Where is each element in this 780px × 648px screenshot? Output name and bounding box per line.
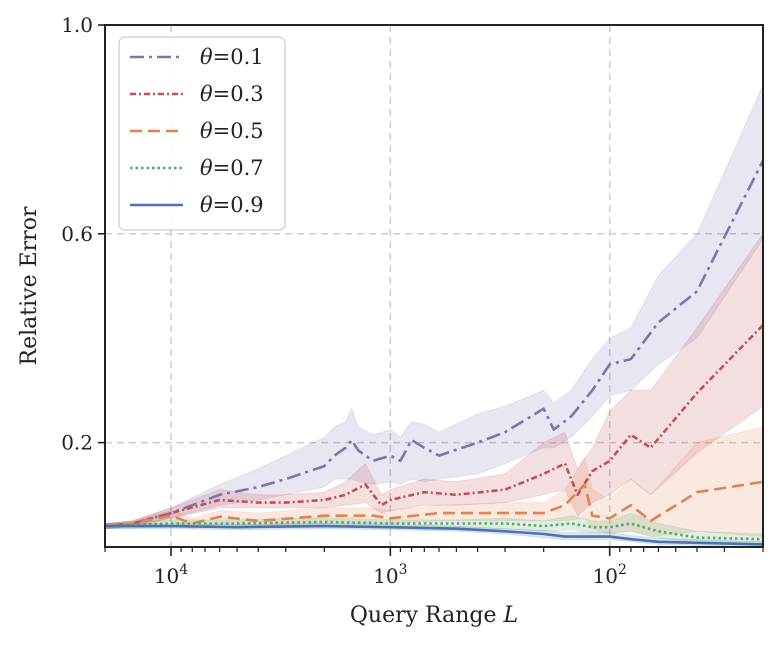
legend-label: θ=0.1 bbox=[200, 45, 264, 69]
x-axis-title-text: Query Range bbox=[350, 603, 504, 628]
series-lines bbox=[104, 160, 765, 546]
legend-theta: θ bbox=[200, 193, 213, 217]
line-series-1 bbox=[104, 324, 764, 528]
x-tick-base: 10 bbox=[593, 564, 618, 588]
plot-frame bbox=[104, 24, 764, 548]
legend-label: θ=0.9 bbox=[200, 193, 264, 217]
x-tick-exp: 2 bbox=[618, 562, 627, 578]
legend-value: =0.1 bbox=[213, 45, 264, 69]
y-tick-label: 0.2 bbox=[61, 431, 93, 455]
x-axis-title-var: L bbox=[503, 603, 519, 628]
legend-theta: θ bbox=[200, 45, 213, 69]
x-tick-base: 10 bbox=[373, 564, 398, 588]
y-axis-title: Relative Error bbox=[17, 206, 42, 365]
y-tick-label: 0.6 bbox=[61, 222, 93, 246]
legend-value: =0.3 bbox=[213, 82, 264, 106]
legend-value: =0.9 bbox=[213, 193, 264, 217]
line-series-2 bbox=[104, 480, 764, 528]
x-tick-exp: 3 bbox=[399, 562, 408, 578]
legend-label: θ=0.3 bbox=[200, 82, 264, 106]
legend-theta: θ bbox=[200, 82, 213, 106]
legend-theta: θ bbox=[200, 156, 213, 180]
legend-label: θ=0.7 bbox=[200, 156, 264, 180]
line-series-4 bbox=[105, 524, 764, 546]
x-tick-label: 104 bbox=[154, 562, 188, 588]
legend-theta: θ bbox=[200, 119, 213, 143]
x-tick-label: 103 bbox=[373, 562, 407, 588]
legend-value: =0.5 bbox=[213, 119, 264, 143]
legend-box bbox=[118, 36, 286, 231]
x-axis-title: Query Range L bbox=[350, 603, 518, 628]
y-tick-label: 1.0 bbox=[61, 13, 93, 37]
x-tick-base: 10 bbox=[154, 564, 179, 588]
x-tick-exp: 4 bbox=[179, 562, 188, 578]
x-tick-label: 102 bbox=[593, 562, 627, 588]
line-series-0 bbox=[104, 160, 765, 528]
legend-label: θ=0.5 bbox=[200, 119, 264, 143]
legend-value: =0.7 bbox=[213, 156, 264, 180]
legend: θ=0.1θ=0.3θ=0.5θ=0.7θ=0.9 bbox=[118, 36, 286, 231]
line-series-3 bbox=[104, 520, 764, 541]
